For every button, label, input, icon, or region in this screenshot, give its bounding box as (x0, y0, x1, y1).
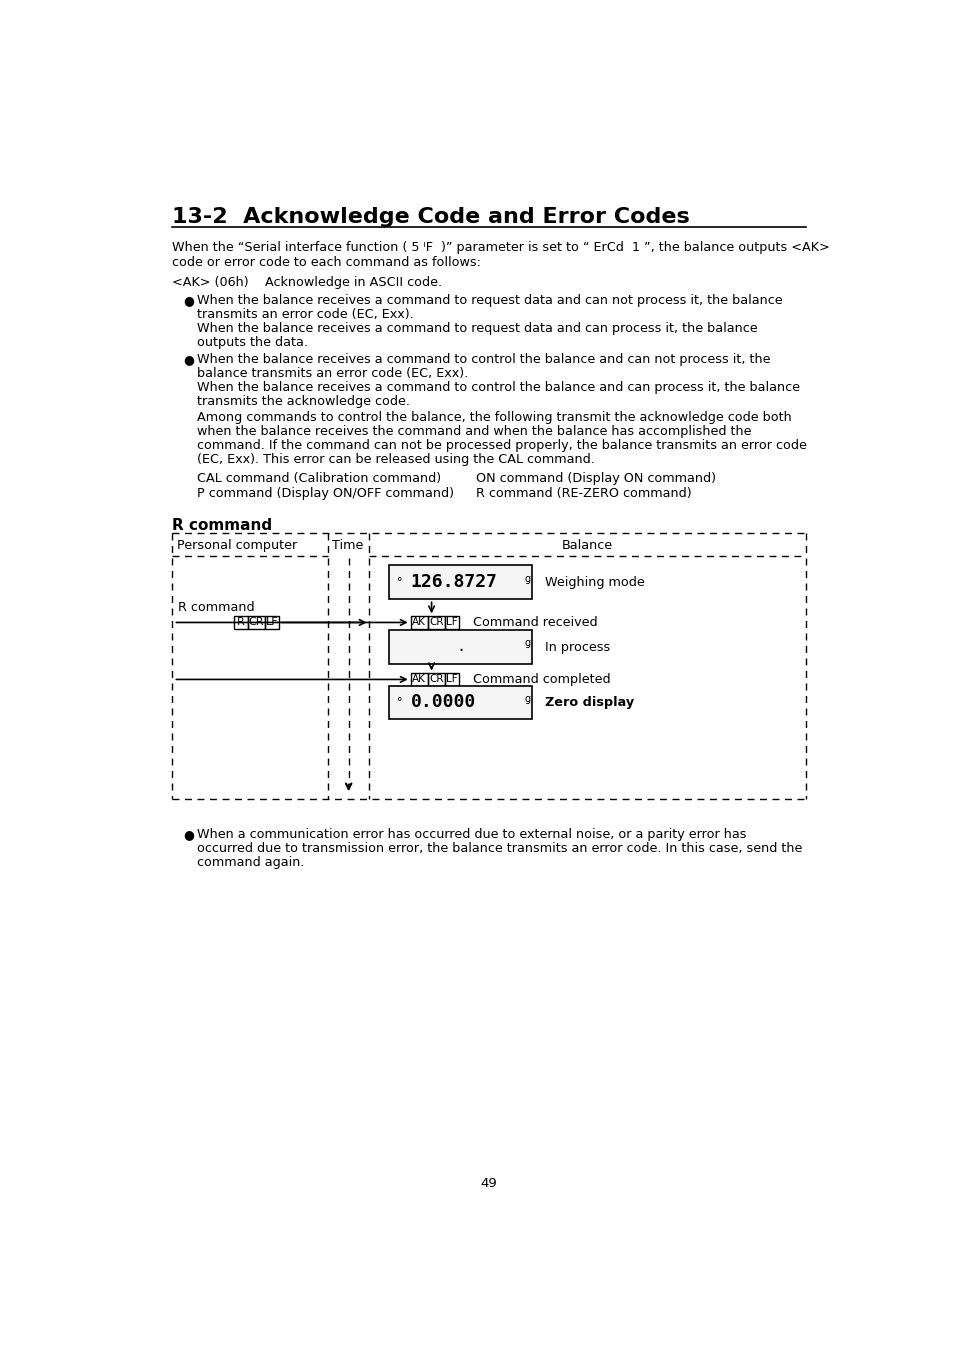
Text: 126.8727: 126.8727 (410, 572, 497, 591)
Text: Balance: Balance (561, 539, 612, 552)
Text: Command completed: Command completed (472, 672, 610, 686)
Text: When the “Serial interface function ( 5 ᴵF  )” parameter is set to “ ErCd  1 ”, : When the “Serial interface function ( 5 … (172, 240, 829, 254)
Text: g: g (524, 574, 530, 583)
Text: 0.0000: 0.0000 (410, 693, 476, 710)
Text: Weighing mode: Weighing mode (544, 576, 644, 589)
Text: CAL command (Calibration command): CAL command (Calibration command) (196, 471, 440, 485)
Bar (427, 617, 444, 629)
Bar (233, 617, 248, 629)
Text: ●: ● (183, 352, 193, 366)
Text: LF: LF (445, 617, 457, 628)
Text: balance transmits an error code (EC, Exx).: balance transmits an error code (EC, Exx… (196, 367, 468, 379)
Text: R command: R command (172, 518, 272, 533)
Text: When the balance receives a command to request data and can process it, the bala: When the balance receives a command to r… (196, 323, 757, 335)
Text: command again.: command again. (196, 856, 304, 869)
Text: Acknowledge in ASCII code.: Acknowledge in ASCII code. (265, 275, 441, 289)
Text: CR: CR (429, 617, 443, 628)
Text: CR: CR (429, 675, 443, 684)
Text: occurred due to transmission error, the balance transmits an error code. In this: occurred due to transmission error, the … (196, 842, 801, 855)
Bar (427, 674, 444, 686)
Bar (410, 617, 427, 629)
Text: LF: LF (265, 617, 278, 628)
Text: ●: ● (183, 294, 193, 308)
Text: In process: In process (544, 641, 609, 653)
Text: 13-2  Acknowledge Code and Error Codes: 13-2 Acknowledge Code and Error Codes (172, 207, 689, 227)
Bar (248, 617, 265, 629)
Bar (389, 686, 532, 720)
Text: outputs the data.: outputs the data. (196, 336, 308, 350)
Text: R command: R command (178, 601, 254, 614)
Text: g: g (524, 694, 530, 703)
Text: transmits an error code (EC, Exx).: transmits an error code (EC, Exx). (196, 308, 413, 321)
Text: .: . (456, 639, 465, 653)
Text: code or error code to each command as follows:: code or error code to each command as fo… (172, 256, 480, 269)
Bar (410, 674, 427, 686)
Text: Among commands to control the balance, the following transmit the acknowledge co: Among commands to control the balance, t… (196, 412, 791, 424)
Text: (EC, Exx). This error can be released using the CAL command.: (EC, Exx). This error can be released us… (196, 454, 594, 466)
Text: ON command (Display ON command): ON command (Display ON command) (476, 471, 715, 485)
Text: When the balance receives a command to request data and can not process it, the : When the balance receives a command to r… (196, 294, 781, 308)
Text: Command received: Command received (472, 616, 597, 629)
Text: R: R (236, 617, 245, 628)
Text: When the balance receives a command to control the balance and can not process i: When the balance receives a command to c… (196, 352, 769, 366)
Text: °: ° (396, 698, 402, 707)
Text: R command (RE-ZERO command): R command (RE-ZERO command) (476, 487, 691, 500)
Text: command. If the command can not be processed properly, the balance transmits an : command. If the command can not be proce… (196, 439, 806, 452)
Text: LF: LF (445, 675, 457, 684)
Text: Zero display: Zero display (544, 697, 633, 709)
Text: <AK> (06h): <AK> (06h) (172, 275, 249, 289)
Text: AK: AK (412, 675, 426, 684)
Text: When a communication error has occurred due to external noise, or a parity error: When a communication error has occurred … (196, 828, 745, 841)
Text: °: ° (396, 578, 402, 587)
Text: Personal computer: Personal computer (176, 539, 296, 552)
Bar (444, 674, 458, 686)
Text: Time: Time (332, 539, 363, 552)
Bar (444, 617, 458, 629)
Text: 49: 49 (480, 1177, 497, 1189)
Text: CR: CR (249, 617, 264, 628)
Text: P command (Display ON/OFF command): P command (Display ON/OFF command) (196, 487, 454, 500)
Text: ●: ● (183, 828, 193, 841)
Text: g: g (524, 639, 530, 648)
Text: when the balance receives the command and when the balance has accomplished the: when the balance receives the command an… (196, 425, 750, 439)
Text: When the balance receives a command to control the balance and can process it, t: When the balance receives a command to c… (196, 381, 799, 394)
Bar (389, 566, 532, 599)
Bar (389, 630, 532, 664)
Text: AK: AK (412, 617, 426, 628)
Bar (265, 617, 278, 629)
Text: transmits the acknowledge code.: transmits the acknowledge code. (196, 394, 410, 408)
